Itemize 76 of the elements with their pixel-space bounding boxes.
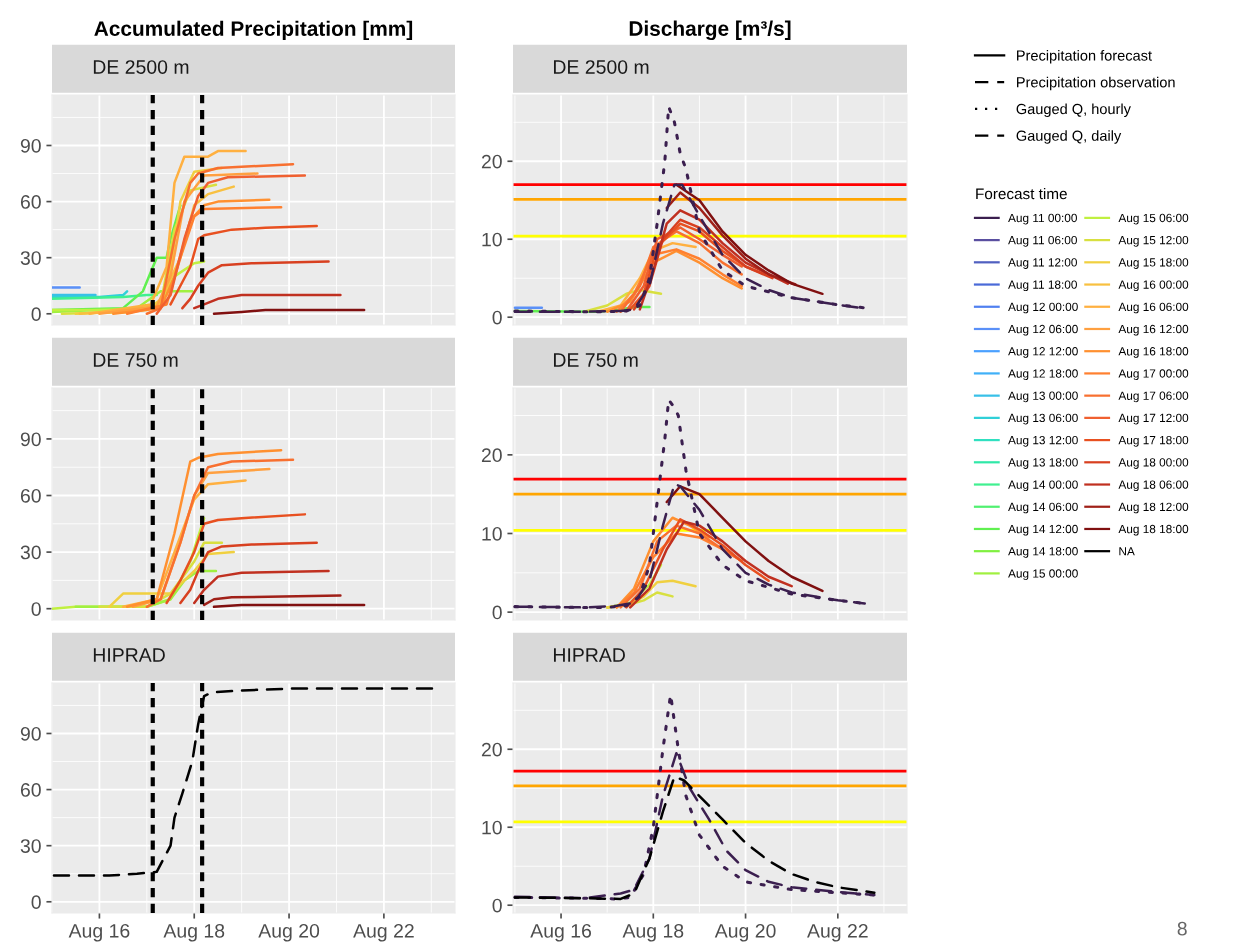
y-tick-label: 60 bbox=[20, 488, 41, 503]
legend-label: Aug 11 00:00 bbox=[1008, 213, 1077, 225]
chart-title: DE 750 m bbox=[554, 353, 638, 367]
legend-label: Aug 12 18:00 bbox=[1008, 369, 1078, 380]
x-tick-label: Aug 22 bbox=[807, 923, 868, 942]
legend-label: Aug 11 06:00 bbox=[1008, 235, 1077, 247]
legend-label: Aug 18 18:00 bbox=[1118, 524, 1189, 536]
legend-label: Aug 15 18:00 bbox=[1118, 258, 1189, 269]
legend-label: Aug 15 06:00 bbox=[1118, 213, 1189, 225]
legend-label: Aug 16 06:00 bbox=[1118, 302, 1189, 314]
chart-subtitle: Accumulated Precipitation [mm] bbox=[94, 20, 413, 41]
legend-label: Aug 12 06:00 bbox=[1008, 324, 1078, 336]
legend-label: Aug 14 18:00 bbox=[1008, 547, 1078, 558]
y-tick-label: 60 bbox=[20, 195, 41, 209]
y-tick-label: 30 bbox=[20, 839, 41, 853]
legend-label: Aug 16 12:00 bbox=[1118, 324, 1189, 336]
y-tick-label: 0 bbox=[31, 895, 41, 910]
legend-label: Precipitation forecast bbox=[1017, 50, 1152, 64]
y-tick-label: 30 bbox=[20, 545, 41, 560]
x-tick-label: Aug 20 bbox=[258, 923, 320, 942]
y-tick-label: 20 bbox=[481, 742, 502, 757]
y-tick-label: 20 bbox=[481, 154, 502, 169]
y-tick-label: 90 bbox=[20, 138, 41, 153]
y-tick-label: 0 bbox=[492, 310, 502, 325]
legend-title: Forecast time bbox=[976, 188, 1067, 200]
y-tick-label: 10 bbox=[482, 232, 502, 247]
legend-label: Aug 13 00:00 bbox=[1008, 391, 1078, 403]
legend-label: Aug 16 18:00 bbox=[1118, 347, 1189, 358]
x-tick-label: Aug 16 bbox=[530, 923, 592, 942]
y-tick-label: 0 bbox=[492, 898, 502, 913]
y-tick-label: 0 bbox=[31, 307, 41, 322]
legend-label: Aug 12 12:00 bbox=[1008, 347, 1078, 358]
legend-label: Precipitation observation bbox=[1017, 76, 1175, 91]
legend-label: Aug 18 06:00 bbox=[1118, 480, 1189, 492]
x-tick-label: Aug 18 bbox=[622, 923, 684, 942]
x-tick-label: Aug 18 bbox=[163, 923, 225, 942]
legend-label: Aug 18 12:00 bbox=[1118, 502, 1189, 514]
legend-label: Aug 11 12:00 bbox=[1008, 258, 1077, 269]
legend-label: Aug 17 00:00 bbox=[1118, 369, 1189, 380]
legend-label: Aug 18 00:00 bbox=[1118, 458, 1189, 469]
chart-title: HIPRAD bbox=[554, 648, 625, 662]
legend-label: Aug 17 18:00 bbox=[1118, 435, 1189, 447]
y-tick-label: 20 bbox=[481, 448, 502, 463]
text: 8 bbox=[1177, 921, 1187, 936]
legend-label: Aug 15 12:00 bbox=[1118, 235, 1189, 247]
legend-label: Aug 17 06:00 bbox=[1118, 391, 1189, 403]
y-tick-label: 0 bbox=[31, 602, 41, 616]
y-tick-label: 90 bbox=[20, 726, 41, 741]
x-tick-label: Aug 22 bbox=[353, 923, 414, 942]
y-tick-label: 30 bbox=[20, 251, 41, 265]
chart-title: HIPRAD bbox=[93, 648, 165, 662]
x-tick-label: Aug 20 bbox=[714, 923, 776, 942]
y-tick-label: 10 bbox=[482, 526, 502, 541]
legend-label: Aug 13 18:00 bbox=[1008, 458, 1078, 469]
legend-label: Gauged Q, daily bbox=[1016, 130, 1122, 144]
legend-label: Aug 16 00:00 bbox=[1118, 280, 1189, 292]
legend-label: Aug 13 12:00 bbox=[1008, 435, 1078, 447]
legend-label: Aug 14 06:00 bbox=[1008, 502, 1078, 514]
chart-title: DE 2500 m bbox=[554, 60, 649, 74]
legend-label: Aug 12 00:00 bbox=[1008, 302, 1078, 314]
legend-label: Aug 11 18:00 bbox=[1008, 280, 1077, 292]
legend-label: Aug 17 12:00 bbox=[1118, 413, 1189, 425]
legend-label: Gauged Q, hourly bbox=[1016, 103, 1131, 118]
chart-title: DE 2500 m bbox=[93, 60, 189, 74]
x-tick-label: Aug 16 bbox=[68, 923, 130, 942]
legend-label: Aug 15 00:00 bbox=[1008, 569, 1078, 580]
y-tick-label: 60 bbox=[20, 783, 41, 797]
chart-title: DE 750 m bbox=[93, 353, 178, 367]
chart-subtitle: Discharge [m³/s] bbox=[629, 20, 791, 41]
legend-label: Aug 14 00:00 bbox=[1008, 480, 1078, 492]
legend-label: NA bbox=[1119, 547, 1135, 556]
y-tick-label: 0 bbox=[492, 605, 502, 620]
legend-label: Aug 13 06:00 bbox=[1008, 413, 1078, 425]
legend-label: Aug 14 12:00 bbox=[1008, 524, 1078, 536]
y-tick-label: 10 bbox=[482, 820, 502, 835]
y-tick-label: 90 bbox=[20, 432, 41, 447]
